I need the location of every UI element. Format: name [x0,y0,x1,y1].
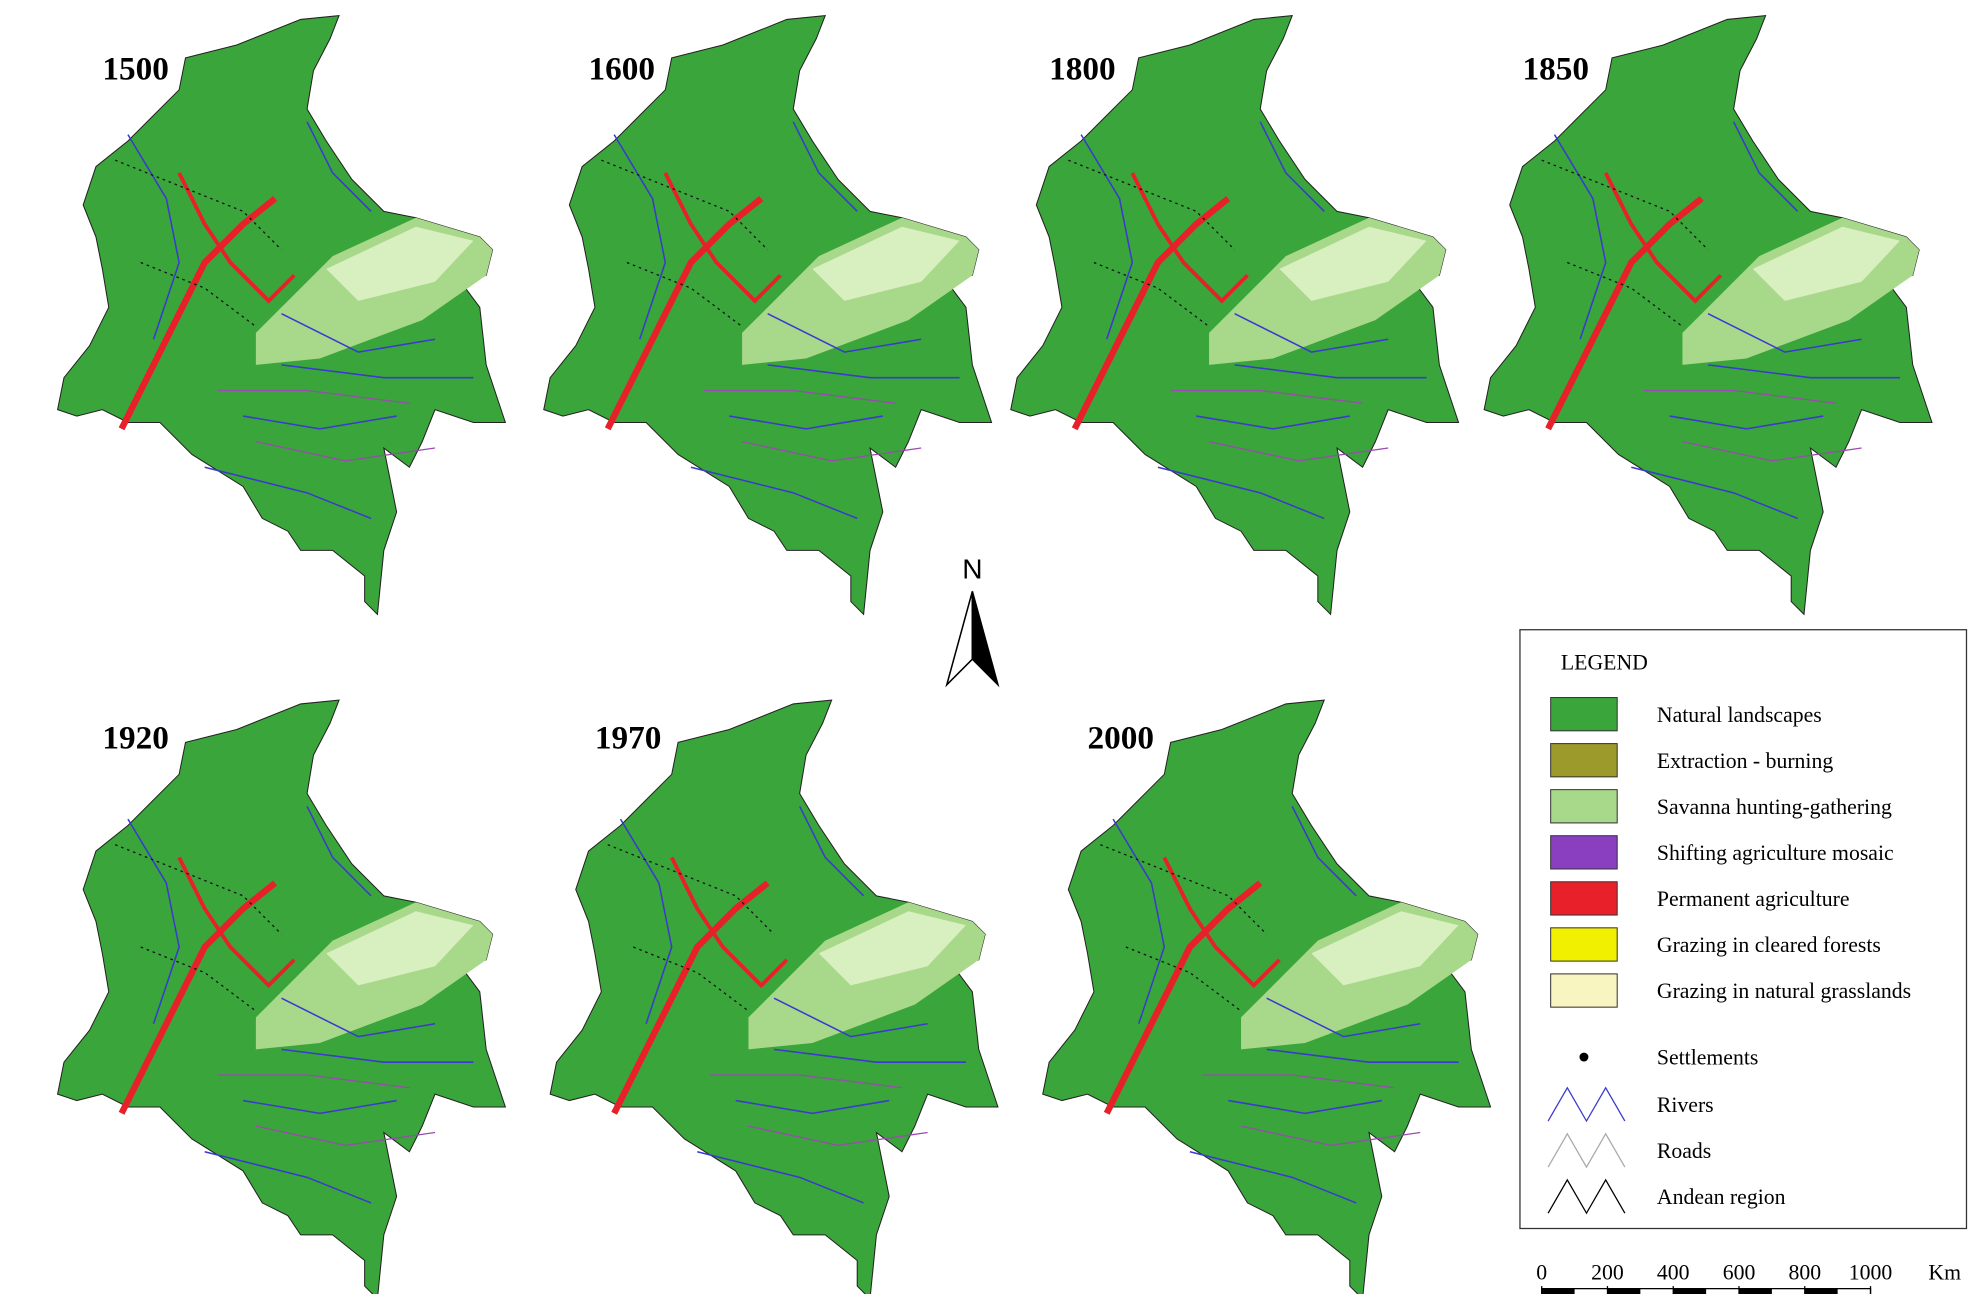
scale-tick-label: 0 [1536,1261,1547,1285]
legend-label: Andean region [1657,1185,1786,1209]
map-year: 1970 [595,720,662,757]
legend-swatch [1550,835,1618,870]
river-symbol [1547,1086,1626,1123]
legend-label: Roads [1657,1139,1711,1163]
map [1484,16,1932,615]
scale-bar: 0 200 400 600 800 1000 Km [1536,1261,1961,1294]
map [550,700,998,1294]
scale-tick-label: 400 [1657,1261,1690,1285]
map-year: 1920 [102,720,169,757]
legend-swatch [1550,743,1618,778]
arrow-left [945,591,974,688]
legend-label: Settlements [1657,1046,1759,1070]
settlement-symbol [1579,1052,1589,1062]
legend-swatch [1550,927,1618,962]
legend: LEGEND Natural landscapes Extraction - bu… [1519,629,1968,1230]
scale-segment [1673,1288,1707,1294]
north-label: N [962,554,982,585]
legend-label: Extraction - burning [1657,749,1833,773]
scale-tick-label: 1000 [1849,1261,1893,1285]
legend-title: LEGEND [1561,650,1648,674]
map-year: 1800 [1049,51,1116,88]
map-year: 2000 [1088,720,1155,757]
legend-label: Permanent agriculture [1657,887,1850,911]
legend-label: Grazing in cleared forests [1657,933,1881,957]
legend-swatch [1550,789,1618,824]
scale-segment [1804,1288,1838,1294]
map-year: 1500 [102,51,169,88]
legend-label: Grazing in natural grasslands [1657,979,1911,1003]
scale-tick-label: 600 [1723,1261,1756,1285]
map [58,16,506,615]
legend-swatch [1550,973,1618,1008]
scale-tick-label: 800 [1788,1261,1821,1285]
scale-segment [1607,1288,1641,1294]
scale-segment [1739,1288,1772,1294]
legend-label: Natural landscapes [1657,703,1822,727]
legend-label: Shifting agriculture mosaic [1657,841,1894,865]
map-year: 1850 [1523,51,1590,88]
scale-frame [1541,1287,1872,1294]
map-year: 1600 [589,51,656,88]
scale-unit: Km [1928,1261,1961,1285]
andean-symbol [1547,1178,1626,1215]
map [1011,16,1459,615]
map [544,16,992,615]
scale-segment [1541,1288,1575,1294]
legend-swatch [1550,881,1618,916]
road-symbol [1547,1132,1626,1169]
legend-label: Savanna hunting-gathering [1657,795,1892,819]
arrow-right [971,591,1000,688]
map [1043,700,1491,1294]
scale-tick-label: 200 [1591,1261,1624,1285]
north-arrow: N [945,554,1000,688]
legend-label: Rivers [1657,1093,1714,1117]
map [58,700,506,1294]
legend-swatch [1550,697,1618,732]
